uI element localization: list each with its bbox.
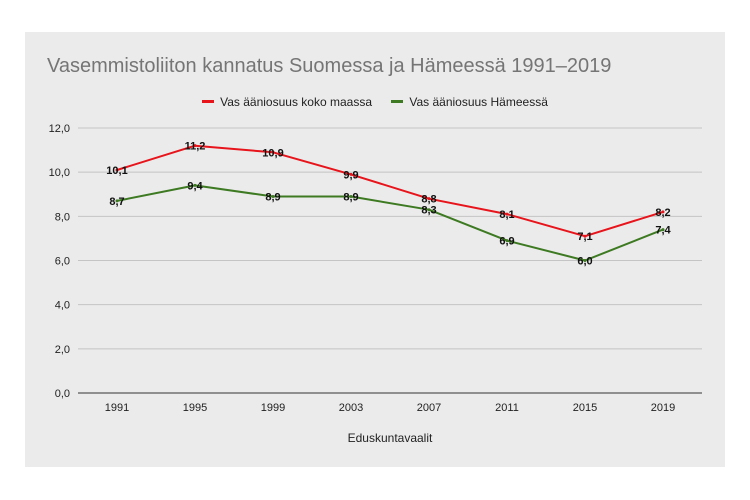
chart-panel xyxy=(25,32,725,467)
gridlines xyxy=(78,127,702,394)
legend-swatch-hame xyxy=(391,100,404,103)
data-point xyxy=(583,259,587,262)
data-point xyxy=(349,194,353,198)
data-label: 8,1 xyxy=(499,209,514,221)
data-point xyxy=(661,210,665,214)
data-point xyxy=(271,194,275,198)
x-axis-title: Eduskuntavaalit xyxy=(348,431,433,445)
data-point xyxy=(115,168,119,172)
x-tick-label: 2019 xyxy=(651,402,675,414)
legend-label-national: Vas ääniosuus koko maassa xyxy=(220,94,372,109)
legend-item-hame: Vas ääniosuus Hämeessä xyxy=(391,95,548,109)
data-point xyxy=(505,239,509,243)
data-point xyxy=(427,208,431,212)
data-label: 11,2 xyxy=(185,141,206,153)
data-label: 8,8 xyxy=(421,194,436,206)
legend-swatch-national xyxy=(202,100,215,103)
data-point xyxy=(427,197,431,201)
x-tick-label: 1999 xyxy=(261,402,285,414)
chart-title: Vasemmistoliiton kannatus Suomessa ja Hä… xyxy=(47,55,612,77)
y-tick-label: 4,0 xyxy=(55,300,70,312)
data-label: 8,7 xyxy=(109,196,124,208)
data-label: 8,3 xyxy=(421,205,436,217)
x-tick-label: 2003 xyxy=(339,402,363,414)
y-tick-label: 8,0 xyxy=(55,211,70,223)
data-point xyxy=(193,144,197,148)
x-axis-ticks: 1991 1995 1999 2003 2007 2011 2015 2019 xyxy=(105,402,675,414)
data-label: 6,0 xyxy=(577,256,592,268)
legend-label-hame: Vas ääniosuus Hämeessä xyxy=(409,94,548,109)
data-label: 10,9 xyxy=(262,147,283,159)
x-tick-label: 1995 xyxy=(183,402,207,414)
y-axis-ticks: 0,0 2,0 4,0 6,0 8,0 10,0 12,0 xyxy=(49,123,70,400)
data-label: 9,9 xyxy=(343,169,358,181)
y-tick-label: 2,0 xyxy=(55,344,70,356)
y-tick-label: 0,0 xyxy=(55,388,70,400)
x-tick-label: 2015 xyxy=(573,402,597,414)
data-label: 6,9 xyxy=(499,236,514,248)
y-tick-label: 6,0 xyxy=(55,256,70,268)
data-label: 9,4 xyxy=(187,180,203,192)
series-lines xyxy=(115,144,665,262)
data-point xyxy=(349,172,353,176)
data-point xyxy=(505,212,509,216)
data-label: 7,1 xyxy=(577,231,592,243)
y-tick-label: 10,0 xyxy=(49,167,70,179)
data-point xyxy=(271,150,275,154)
data-labels: 10,1 11,2 10,9 9,9 8,8 8,1 7,1 8,2 8,7 9,4 8,9 8,9 8… xyxy=(106,141,671,268)
series-line-2 xyxy=(116,184,664,262)
x-tick-label: 2011 xyxy=(495,402,519,414)
data-point xyxy=(193,183,197,187)
x-tick-label: 1991 xyxy=(105,402,129,414)
data-label: 10,1 xyxy=(106,165,127,177)
x-tick-label: 2007 xyxy=(417,402,441,414)
legend: Vas ääniosuus koko maassa Vas ääniosuus … xyxy=(0,92,750,109)
data-label: 7,4 xyxy=(655,225,671,237)
y-tick-label: 12,0 xyxy=(49,123,70,135)
series-line-1 xyxy=(116,144,664,238)
data-label: 8,9 xyxy=(265,191,280,203)
data-label: 8,9 xyxy=(343,191,358,203)
data-point xyxy=(115,199,119,203)
data-point xyxy=(583,234,587,238)
data-label: 8,2 xyxy=(655,207,670,219)
data-point xyxy=(661,228,665,232)
legend-item-national: Vas ääniosuus koko maassa xyxy=(202,95,372,109)
